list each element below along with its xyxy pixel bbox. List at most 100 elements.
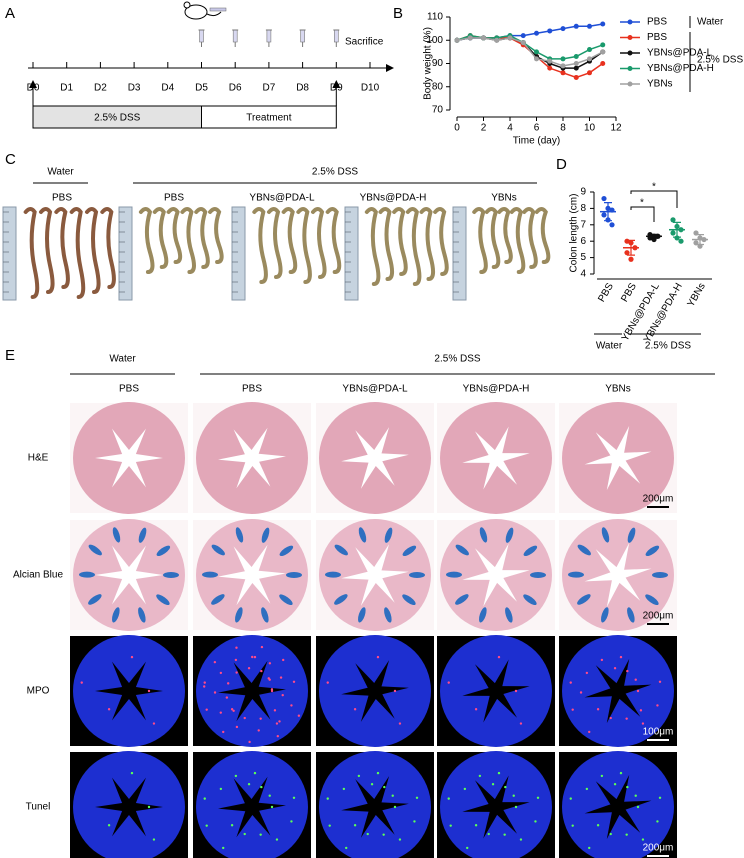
stain-dot [290,820,293,823]
data-point [573,54,579,60]
day-label: D1 [60,83,73,94]
legend-label: YBNs@PDA-L [647,48,713,59]
data-point [678,238,684,244]
lumen [341,776,409,838]
goblet [156,545,171,557]
goblet [645,594,659,606]
stain-dot [474,708,478,711]
stain-dot [398,838,402,841]
column-label: YBNs [605,384,631,395]
stain-dot [219,787,223,791]
stain-dot [391,794,394,797]
lumen [584,542,652,608]
data-point [670,230,676,236]
goblet [235,527,244,543]
stain-dot [268,794,271,797]
column-label: PBS [164,193,184,204]
series-line [456,34,604,79]
syringe-body [333,29,339,43]
stain-dot [353,824,357,827]
column-label: PBS [52,193,72,204]
stain-dot [107,824,111,827]
stain-dot [326,681,329,684]
stain-dot [345,846,348,850]
stain-dot [273,709,277,712]
data-point [507,35,513,41]
day-label: D7 [263,83,276,94]
stain-dot [383,785,386,789]
y-axis-title: Colon length (cm) [569,194,580,273]
stain-dot [297,714,301,717]
series-line [456,37,604,67]
goblet [261,527,270,543]
stain-dot [534,820,537,823]
stain-dot [656,820,659,823]
y-tick-label: 80 [432,81,444,92]
stain-dot [278,720,281,723]
error-bar [627,239,635,256]
colon [472,207,488,274]
row-label: MPO [27,686,50,697]
stain-dot [376,655,380,659]
event-label: Sacrifice [345,37,384,48]
ruler [118,206,133,301]
goblet [279,545,294,557]
lumen [218,544,286,606]
stain-dot [203,681,206,684]
stain-dot [449,824,452,827]
stain-dot [275,838,279,841]
y-tick-label: 5 [580,252,586,263]
stain-dot [230,824,234,827]
x-tick-label: 6 [534,123,540,134]
group-label: Water [47,167,74,178]
day-label: D5 [195,83,208,94]
goblet [479,527,488,543]
stain-dot [205,824,208,827]
goblet [402,545,417,557]
goblet [568,571,585,578]
stain-dot [497,655,501,659]
x-tick-label: 10 [584,123,596,134]
legend-label: PBS [647,17,667,28]
stain-dot [152,722,156,725]
data-point [560,70,566,76]
syringe-body [199,29,204,43]
histology-image [437,402,555,514]
stain-dot [230,708,234,711]
ruler [344,206,359,301]
data-point [601,195,607,202]
row-label: Tunel [26,802,51,813]
stain-dot [203,685,206,688]
stain-dot [270,688,274,691]
goblet [156,594,170,606]
stain-dot [219,711,222,714]
stain-dot [487,832,490,836]
error-bar [696,234,704,246]
goblet [334,544,348,556]
x-tick-label: PBS [619,281,639,304]
colon [252,207,268,284]
goblet [652,572,668,578]
histology-image [193,635,311,747]
day-label: D10 [361,83,380,94]
histology-image: 200μm [559,751,677,858]
histology-image [316,635,434,747]
histology-image [70,519,188,631]
goblet [79,571,96,578]
stain-dot [634,678,637,681]
histology-image [70,635,188,747]
error-bar [673,221,681,238]
data-point [520,40,526,46]
stain-dot [514,689,518,693]
panel-label: D [556,156,567,173]
stain-dot [514,805,518,809]
stain-dot [260,785,263,789]
histology-image [193,402,311,514]
stain-dot [636,805,640,809]
goblet [211,544,225,556]
ruler [231,206,246,301]
ruler [452,206,467,301]
scale-bar-label: 100μm [643,727,674,738]
stain-dot [275,722,279,725]
x-tick-label: PBS [596,281,616,304]
